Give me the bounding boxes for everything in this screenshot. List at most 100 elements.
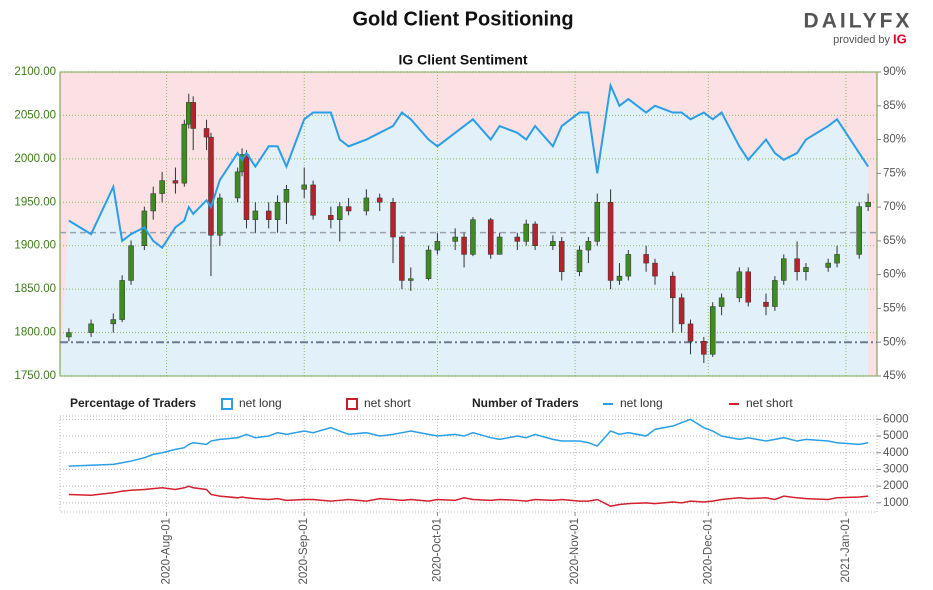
y-tick-label: 1900.00: [14, 240, 56, 252]
candle-body: [736, 271, 743, 299]
candle-body: [834, 254, 840, 264]
candle-body: [283, 189, 290, 203]
candle-body: [576, 249, 583, 273]
plot-frame: [59, 415, 878, 513]
candle-body: [150, 193, 156, 212]
y-tick-label: 2000.00: [14, 153, 56, 165]
candle-body: [328, 215, 334, 220]
candle-body: [763, 301, 769, 307]
y-tick-label: 2000: [883, 480, 909, 492]
y2-tick-label: 60%: [883, 269, 906, 281]
candle-body: [345, 206, 352, 212]
candle-body: [652, 262, 658, 277]
candle-body: [190, 102, 196, 129]
candle-body: [558, 241, 565, 273]
trader-line: [68, 485, 869, 507]
candle-body: [607, 202, 614, 281]
candle-body: [585, 241, 592, 251]
y-tick-label: 2050.00: [14, 109, 56, 121]
candle-body: [532, 223, 538, 246]
net-long-line: [68, 81, 869, 250]
candle-body: [425, 249, 432, 279]
y-tick-label: 3000: [883, 463, 909, 475]
candle-body: [336, 206, 343, 220]
chart-subtitle: IG Client Sentiment: [398, 52, 527, 68]
y2-tick-label: 55%: [883, 302, 906, 314]
candle-body: [203, 128, 210, 138]
candle-body: [399, 236, 405, 281]
candle-body: [265, 210, 272, 220]
candle-body: [856, 206, 862, 255]
candle-body: [470, 219, 476, 255]
logo-provided: provided by: [833, 34, 890, 46]
candle-body: [376, 197, 383, 203]
x-tick-label: 2020-Aug-01: [161, 518, 173, 585]
candle-body: [159, 180, 165, 194]
candle-body: [66, 332, 72, 338]
candle-body: [119, 280, 125, 320]
candle-body: [594, 202, 601, 242]
y-tick-label: 4000: [883, 447, 909, 459]
candle-body: [301, 184, 307, 190]
candle-body: [514, 236, 521, 242]
candle-body: [487, 219, 494, 255]
y2-tick-label: 90%: [883, 66, 906, 78]
legend-title: Number of Traders: [472, 396, 579, 410]
legend-label: net short: [364, 396, 411, 410]
candle-body: [461, 236, 467, 255]
legend-label: net long: [620, 396, 663, 410]
y-tick-label: 6000: [883, 413, 909, 425]
y-tick-label: 2100.00: [14, 66, 56, 78]
y-tick-label: 1950.00: [14, 196, 56, 208]
legend-swatch: [221, 398, 233, 410]
chart-title: Gold Client Positioning: [352, 8, 573, 30]
candle-body: [550, 241, 556, 246]
x-tick-label: 2020-Nov-01: [569, 518, 581, 584]
legend-title: Percentage of Traders: [70, 396, 196, 410]
candle-body: [408, 278, 414, 281]
trader-line: [68, 418, 869, 467]
candle-body: [745, 271, 751, 303]
legend-label: net short: [746, 396, 793, 410]
y2-tick-label: 80%: [883, 134, 906, 146]
y2-tick-label: 70%: [883, 201, 906, 213]
candle-body: [803, 267, 809, 273]
candle-body: [523, 223, 529, 242]
logo-ig: IG: [893, 31, 907, 46]
y-tick-label: 5000: [883, 430, 909, 442]
candle-body: [496, 236, 503, 255]
candle-body: [310, 184, 316, 216]
candle-body: [678, 297, 685, 325]
candle-body: [670, 275, 676, 299]
y2-tick-label: 85%: [883, 100, 906, 112]
logo-brand: DAILYFX: [804, 10, 913, 33]
x-tick-label: 2021-Jan-01: [840, 518, 852, 583]
x-tick-label: 2020-Sep-01: [298, 518, 310, 585]
legend-label: net long: [239, 396, 282, 410]
y2-tick-label: 75%: [883, 167, 906, 179]
candle-body: [616, 275, 623, 281]
candle-body: [452, 236, 458, 242]
y2-tick-label: 45%: [883, 370, 906, 382]
candle-body: [172, 180, 179, 184]
x-tick-label: 2020-Dec-01: [702, 518, 714, 584]
candle-body: [274, 202, 281, 220]
candle-body: [625, 254, 632, 277]
candle-body: [110, 319, 117, 325]
candle-body: [234, 171, 241, 199]
candle-body: [243, 154, 250, 220]
y-tick-label: 1750.00: [14, 370, 56, 382]
candle-body: [772, 280, 778, 307]
candle-body: [794, 258, 800, 273]
candle-body: [781, 258, 787, 281]
candle-body: [181, 123, 188, 184]
candle-body: [252, 210, 259, 220]
candle-body: [390, 202, 396, 238]
candle-body: [709, 306, 716, 355]
candle-body: [865, 202, 871, 207]
y2-tick-label: 65%: [883, 235, 906, 247]
x-tick-label: 2020-Oct-01: [431, 518, 443, 582]
candle-body: [701, 341, 707, 355]
candle-body: [88, 323, 94, 333]
